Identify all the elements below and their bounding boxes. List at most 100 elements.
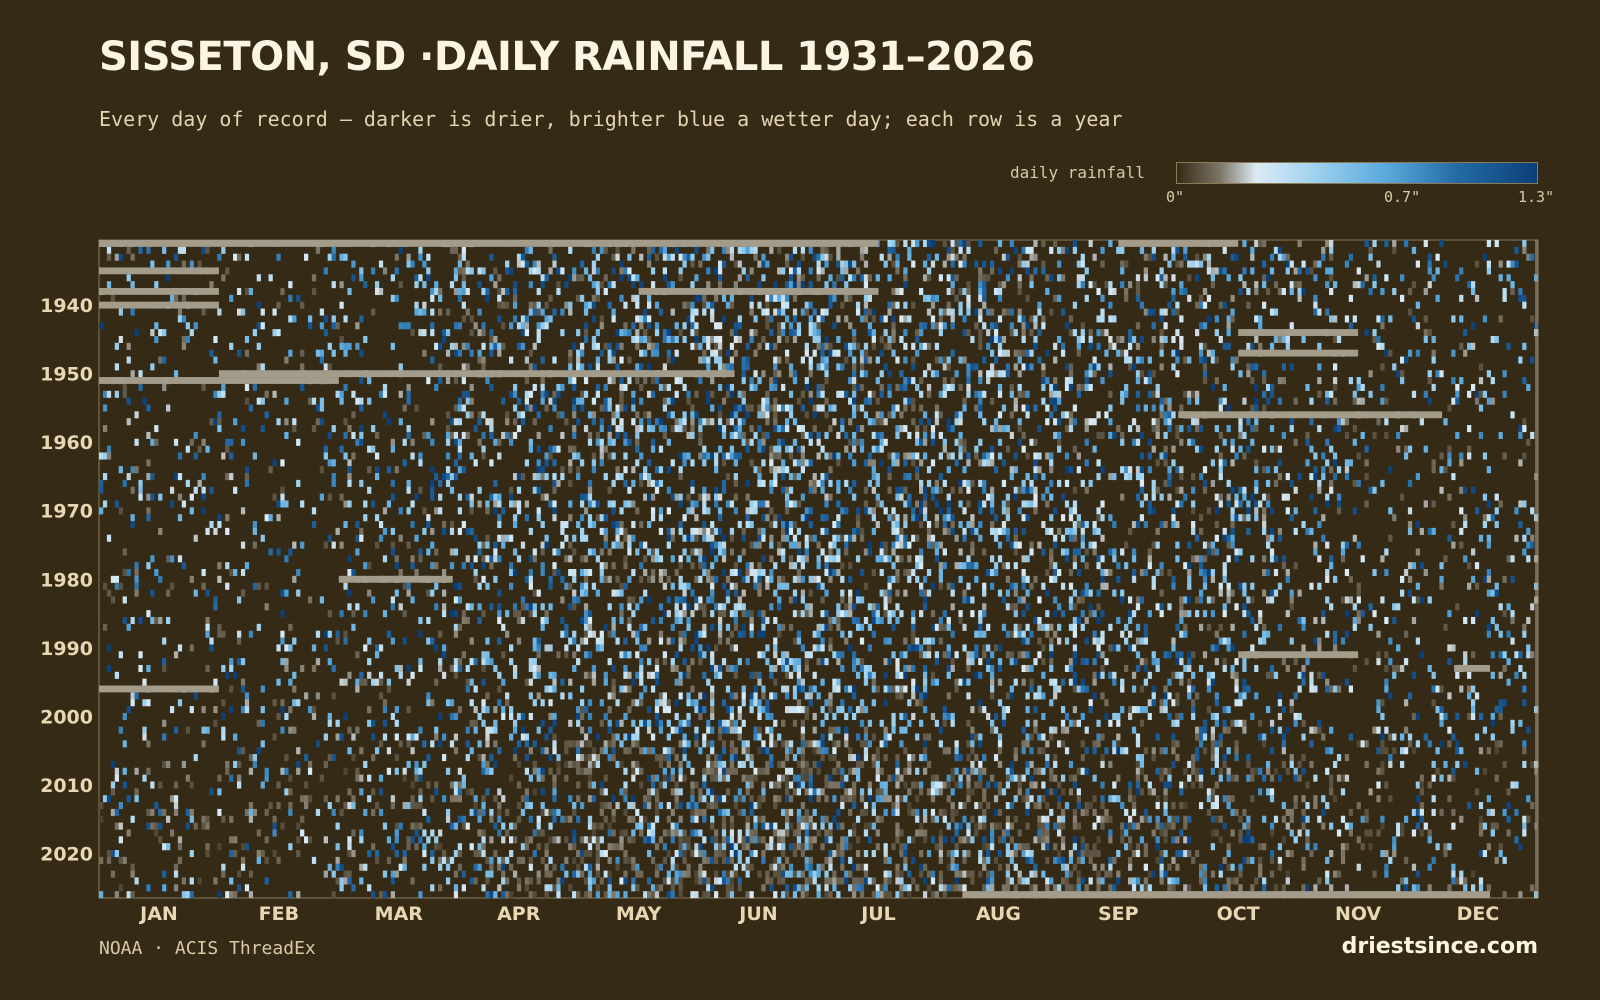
- day-cell: [1151, 370, 1156, 378]
- day-cell: [1368, 486, 1373, 494]
- day-cell: [1206, 507, 1212, 515]
- day-cell: [950, 603, 955, 611]
- day-cell: [402, 404, 407, 412]
- day-cell: [737, 425, 742, 433]
- day-cell: [635, 377, 640, 385]
- day-cell: [1120, 548, 1125, 556]
- day-cell: [710, 610, 715, 618]
- day-cell: [300, 500, 305, 508]
- day-cell: [647, 342, 652, 350]
- day-cell: [426, 521, 431, 529]
- day-cell: [1522, 548, 1527, 556]
- day-cell: [1021, 404, 1026, 412]
- day-cell: [378, 260, 384, 268]
- day-cell: [619, 356, 624, 364]
- day-cell: [1191, 390, 1196, 398]
- day-cell: [473, 569, 478, 577]
- day-cell: [1068, 527, 1074, 535]
- day-cell: [816, 555, 821, 563]
- day-cell: [1372, 486, 1377, 494]
- day-cell: [769, 479, 774, 487]
- day-cell: [1198, 473, 1204, 481]
- day-cell: [552, 356, 557, 364]
- day-cell: [1068, 363, 1074, 371]
- day-cell: [1321, 473, 1326, 481]
- day-cell: [883, 418, 888, 426]
- day-cell: [899, 411, 904, 419]
- day-cell: [1459, 294, 1464, 302]
- day-cell: [922, 370, 928, 378]
- day-cell: [796, 548, 802, 556]
- day-cell: [855, 616, 861, 625]
- day-cell: [505, 418, 510, 426]
- day-cell: [1360, 555, 1365, 563]
- day-cell: [418, 329, 423, 337]
- day-cell: [844, 315, 849, 323]
- day-cell: [997, 390, 1003, 398]
- day-cell: [1041, 473, 1046, 481]
- day-cell: [911, 404, 916, 412]
- day-cell: [702, 335, 707, 344]
- day-cell: [304, 253, 309, 261]
- day-cell: [441, 527, 447, 535]
- day-cell: [1518, 500, 1523, 508]
- day-cell: [1427, 281, 1432, 289]
- day-cell: [729, 301, 735, 309]
- day-cell: [749, 569, 754, 577]
- day-cell: [607, 281, 612, 289]
- day-cell: [560, 596, 565, 604]
- day-cell: [1171, 287, 1176, 296]
- day-cell: [233, 569, 238, 577]
- day-cell: [891, 246, 896, 254]
- day-cell: [114, 390, 120, 398]
- day-cell: [477, 281, 482, 289]
- day-cell: [106, 281, 112, 289]
- day-cell: [453, 473, 459, 481]
- day-cell: [690, 486, 695, 494]
- day-cell: [729, 411, 735, 419]
- day-cell: [1482, 315, 1488, 323]
- day-cell: [1269, 308, 1275, 316]
- day-cell: [1360, 397, 1365, 405]
- day-cell: [374, 466, 380, 474]
- day-cell: [765, 315, 770, 323]
- day-cell: [568, 308, 573, 316]
- day-cell: [110, 596, 116, 604]
- day-cell: [1131, 548, 1137, 556]
- day-cell: [1258, 315, 1263, 323]
- day-cell: [938, 315, 943, 323]
- day-cell: [962, 596, 967, 604]
- day-cell: [229, 452, 234, 460]
- day-cell: [1262, 623, 1267, 631]
- day-cell: [252, 383, 257, 391]
- day-cell: [725, 500, 731, 508]
- day-cell: [509, 569, 514, 577]
- day-cell: [863, 582, 869, 590]
- day-cell: [102, 404, 108, 412]
- day-cell: [836, 479, 841, 487]
- day-cell: [591, 521, 597, 529]
- day-cell: [1431, 500, 1436, 508]
- day-cell: [670, 459, 675, 467]
- day-cell: [631, 534, 636, 542]
- day-cell: [816, 342, 821, 350]
- day-cell: [611, 500, 616, 508]
- day-cell: [682, 603, 687, 611]
- day-cell: [1049, 555, 1054, 563]
- day-cell: [158, 527, 163, 535]
- day-cell: [836, 616, 841, 625]
- day-cell: [737, 335, 742, 344]
- day-cell: [871, 315, 876, 323]
- day-cell: [1214, 329, 1219, 337]
- day-cell: [1285, 569, 1290, 577]
- day-cell: [970, 562, 975, 570]
- day-cell: [879, 589, 884, 597]
- day-cell: [781, 438, 786, 446]
- day-cell: [1262, 301, 1267, 309]
- legend-tick-mid: 0.7": [1384, 188, 1421, 206]
- day-cell: [1486, 260, 1491, 268]
- day-cell: [1459, 267, 1464, 275]
- day-cell: [603, 383, 608, 391]
- day-cell: [1021, 486, 1026, 494]
- day-cell: [1415, 260, 1421, 268]
